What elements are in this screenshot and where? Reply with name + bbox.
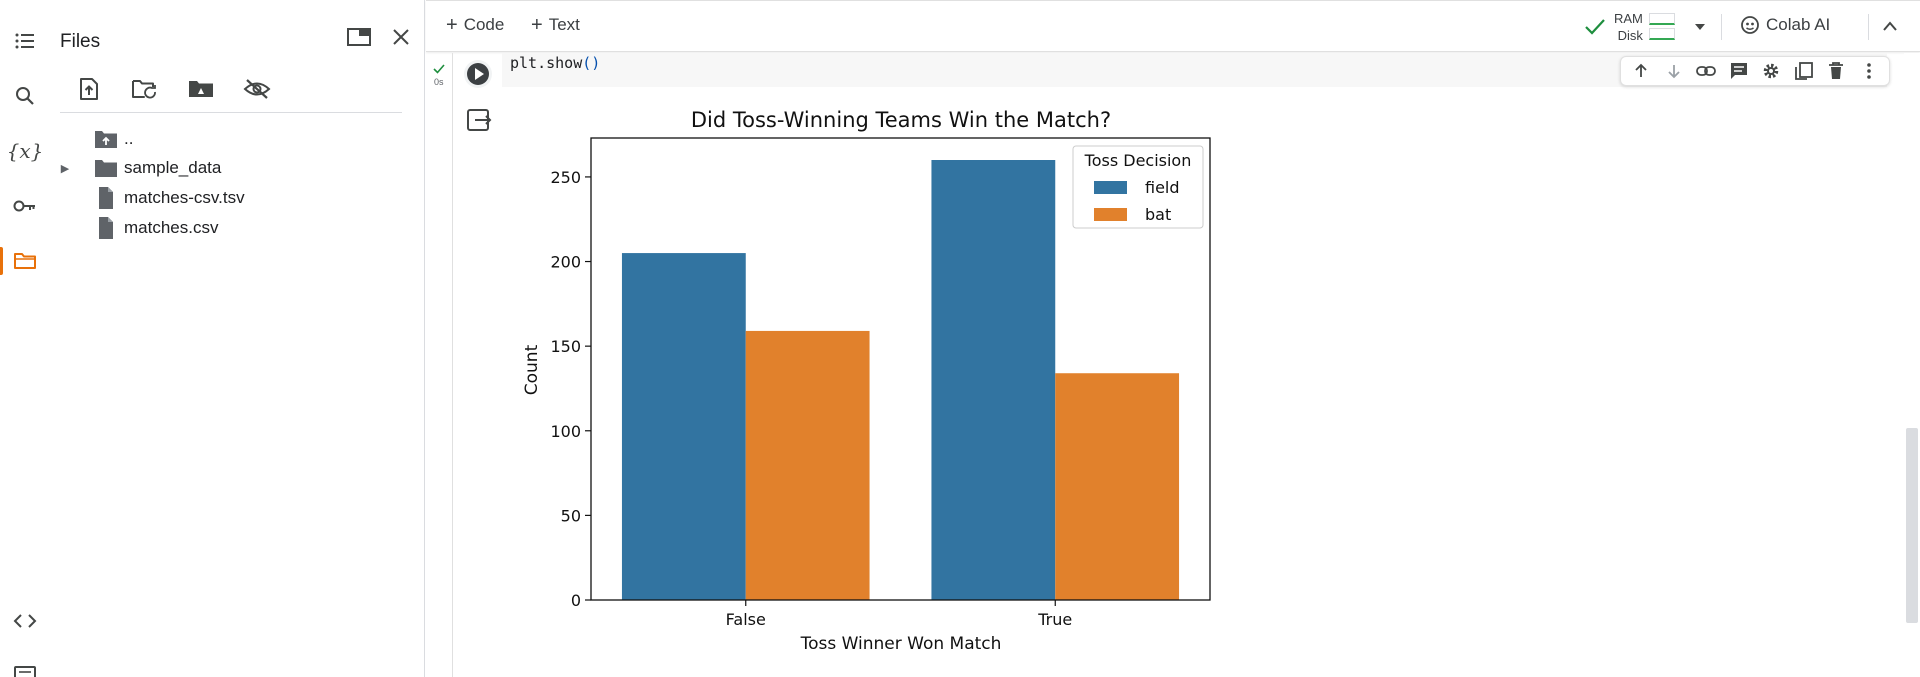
legend-label-field: field	[1145, 178, 1180, 197]
y-tick-label: 150	[550, 337, 581, 356]
left-sidebar-rail: {x}	[0, 0, 50, 677]
disk-label: Disk	[1617, 28, 1643, 43]
settings-icon[interactable]	[1757, 58, 1785, 84]
file-tree-item-sample-data[interactable]: ▶ sample_data	[58, 154, 221, 182]
code-text: plt.show	[510, 54, 583, 72]
scrollbar-thumb[interactable]	[1906, 428, 1918, 623]
expand-caret-icon[interactable]: ▶	[60, 162, 70, 175]
files-folder-icon[interactable]	[0, 241, 50, 281]
add-code-label: Code	[463, 15, 505, 34]
variables-glyph: {x}	[6, 139, 44, 163]
ram-meter	[1648, 13, 1675, 25]
search-icon[interactable]	[0, 76, 50, 116]
y-tick-label: 0	[571, 591, 581, 610]
toggle-hidden-files-icon[interactable]	[242, 74, 272, 104]
bar-chart: Did Toss-Winning Teams Win the Match? 0 5…	[522, 108, 1211, 654]
folder-icon	[94, 156, 118, 180]
toolbar-divider	[1868, 14, 1869, 40]
secrets-key-icon[interactable]	[0, 186, 50, 226]
y-tick-label: 200	[550, 253, 581, 272]
y-tick-label: 50	[561, 506, 581, 525]
toolbar-divider	[1721, 14, 1722, 40]
files-panel: Files .. ▶ sample_data matches-csv.	[50, 0, 425, 677]
x-axis-label: Toss Winner Won Match	[800, 634, 1002, 654]
file-tree-item-matches-csv-tsv[interactable]: matches-csv.tsv	[72, 184, 245, 212]
mount-drive-icon[interactable]	[186, 74, 216, 104]
colab-ai-icon	[1740, 15, 1760, 35]
mirror-cell-icon[interactable]	[1790, 58, 1818, 84]
y-tick-label: 100	[550, 422, 581, 441]
file-tree-item-label: matches.csv	[124, 218, 219, 237]
close-icon[interactable]	[386, 22, 416, 52]
file-icon	[94, 186, 118, 210]
run-cell-button[interactable]	[464, 60, 492, 88]
files-panel-title: Files	[60, 31, 101, 52]
plot-frame	[590, 137, 1211, 601]
bar-field-true	[931, 160, 1056, 600]
chart-legend: Toss Decision field bat	[1072, 145, 1204, 229]
plus-icon: +	[446, 14, 458, 36]
legend-box	[1072, 145, 1204, 229]
runtime-dropdown-icon[interactable]	[1693, 22, 1707, 32]
add-text-cell-button[interactable]: + Text	[531, 15, 580, 35]
upload-file-icon[interactable]	[74, 74, 104, 104]
more-options-icon[interactable]	[1855, 58, 1883, 84]
legend-swatch-field	[1094, 181, 1127, 194]
code-parens: ()	[582, 54, 601, 72]
link-icon[interactable]	[1692, 58, 1720, 84]
open-in-tab-icon[interactable]	[344, 22, 374, 52]
notebook-toolbar: + Code + Text RAM Disk Colab AI	[426, 0, 1920, 52]
file-tree-item-label: ..	[124, 129, 134, 148]
colab-ai-label: Colab AI	[1766, 15, 1831, 34]
file-tree-item-label: matches-csv.tsv	[124, 188, 245, 207]
execution-time: 0s	[434, 77, 444, 87]
code-snippets-icon[interactable]	[0, 601, 50, 641]
cell-toolbar	[1620, 56, 1890, 86]
y-axis-label: Count	[522, 344, 542, 395]
file-icon	[94, 216, 118, 240]
table-of-contents-icon[interactable]	[0, 21, 50, 61]
plus-icon: +	[531, 14, 543, 36]
x-tick-label: True	[1037, 610, 1072, 629]
file-tree-item-label: sample_data	[124, 158, 222, 177]
move-up-icon[interactable]	[1627, 58, 1655, 84]
command-palette-icon[interactable]	[0, 654, 50, 677]
code-line: plt.show()	[510, 54, 600, 72]
delete-icon[interactable]	[1822, 58, 1850, 84]
bar-field-false	[621, 253, 746, 601]
files-toolbar-divider	[60, 112, 402, 113]
folder-up-icon	[94, 127, 118, 151]
refresh-icon[interactable]	[130, 74, 160, 104]
y-tick-label: 250	[550, 168, 581, 187]
ram-label: RAM	[1614, 11, 1643, 26]
cell-left-border	[452, 53, 453, 677]
chart-title: Did Toss-Winning Teams Win the Match?	[691, 108, 1111, 132]
variables-icon[interactable]: {x}	[0, 131, 50, 171]
legend-title: Toss Decision	[1084, 151, 1192, 170]
collapse-header-icon[interactable]	[1881, 19, 1899, 33]
cell-gutter: 0s	[426, 53, 452, 677]
output-actions-icon[interactable]	[466, 108, 492, 134]
move-down-icon[interactable]	[1660, 58, 1688, 84]
play-icon	[475, 68, 484, 80]
file-tree-item-parent[interactable]: ..	[72, 125, 133, 153]
legend-label-bat: bat	[1145, 205, 1171, 224]
file-tree-item-matches-csv[interactable]: matches.csv	[72, 214, 218, 242]
chart-output: Did Toss-Winning Teams Win the Match? 0 5…	[510, 100, 1230, 660]
comment-icon[interactable]	[1725, 58, 1753, 84]
execution-check-icon	[433, 64, 445, 74]
disk-meter	[1648, 28, 1675, 40]
add-text-label: Text	[548, 15, 580, 34]
runtime-resources-button[interactable]: RAM Disk	[1584, 9, 1707, 45]
bar-bat-false	[745, 330, 870, 600]
add-code-cell-button[interactable]: + Code	[446, 15, 504, 35]
legend-swatch-bat	[1094, 208, 1127, 221]
colab-ai-button[interactable]: Colab AI	[1740, 15, 1830, 35]
x-tick-label: False	[726, 610, 766, 629]
bar-bat-true	[1055, 373, 1180, 600]
connected-check-icon	[1584, 17, 1606, 37]
